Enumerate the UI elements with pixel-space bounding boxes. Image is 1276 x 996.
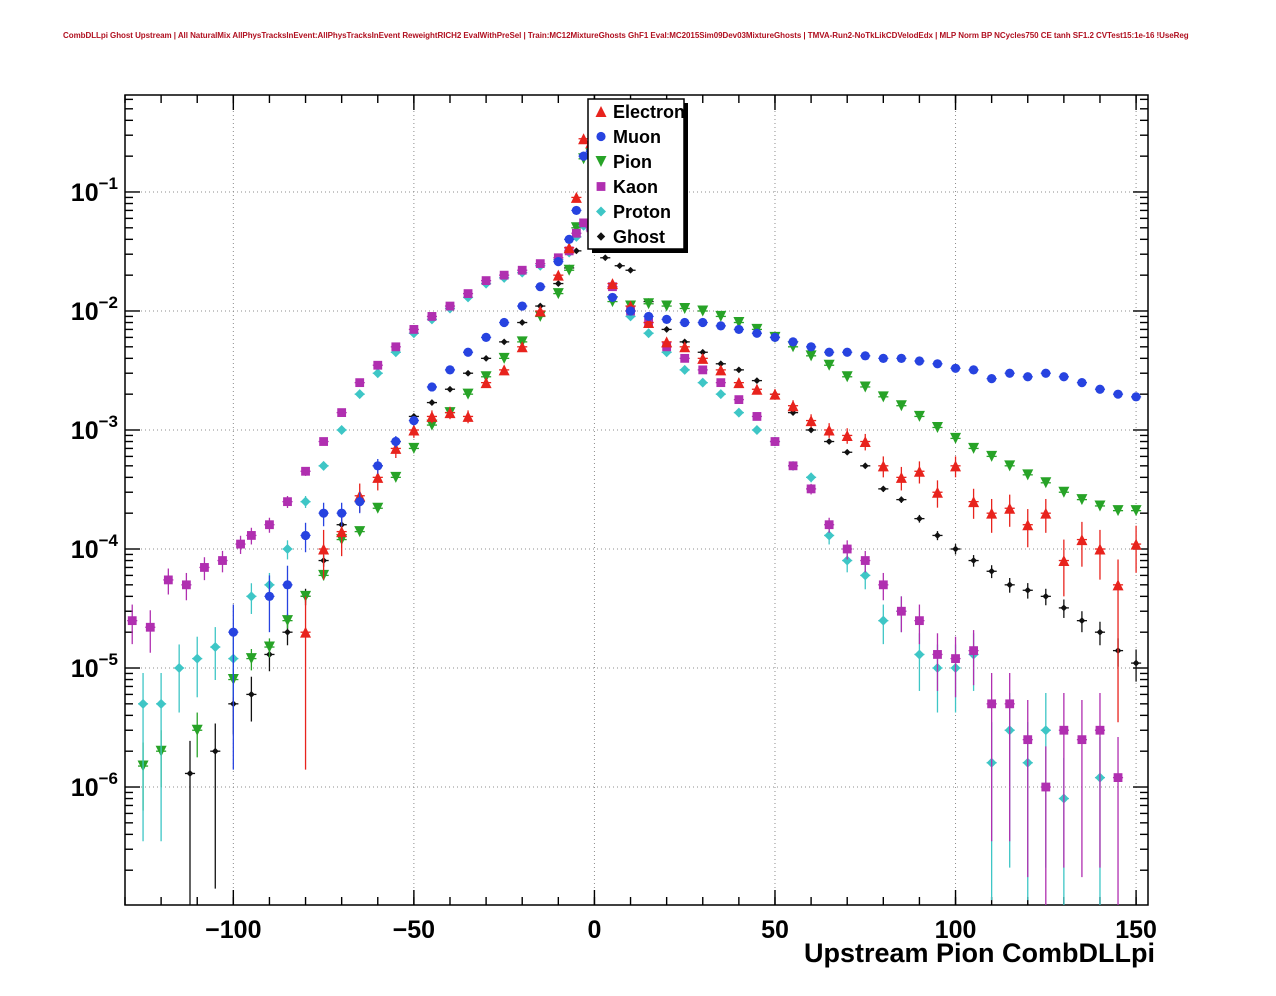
gridlines	[125, 95, 1148, 905]
legend-entry-electron: Electron	[595, 102, 685, 122]
series-proton	[137, 220, 1106, 905]
legend-entry-ghost: Ghost	[596, 227, 665, 247]
legend-label: Pion	[613, 152, 652, 172]
svg-text:−100: −100	[205, 916, 261, 944]
axis-ticks	[124, 95, 1148, 905]
legend-label: Ghost	[613, 227, 665, 247]
svg-text:10−1: 10−1	[71, 174, 118, 207]
svg-text:0: 0	[587, 916, 601, 944]
series-muon	[228, 146, 1142, 770]
legend-label: Muon	[613, 127, 661, 147]
legend-entry-muon: Muon	[596, 127, 661, 147]
legend-label: Kaon	[613, 177, 658, 197]
svg-text:10−4: 10−4	[71, 531, 119, 564]
kaon-marker-icon	[596, 182, 606, 191]
series-ghost	[184, 219, 1142, 905]
muon-marker-icon	[596, 131, 606, 142]
legend-entry-pion: Pion	[595, 152, 652, 172]
svg-text:50: 50	[761, 916, 789, 944]
plot-frame	[124, 94, 1149, 906]
svg-text:Upstream Pion CombDLLpi: Upstream Pion CombDLLpi	[804, 938, 1155, 968]
legend-label: Electron	[613, 102, 685, 122]
legend-entry-kaon: Kaon	[596, 177, 658, 197]
plot-title: CombDLLpi Ghost Upstream | All NaturalMi…	[63, 31, 1189, 40]
svg-text:−50: −50	[393, 916, 435, 944]
legend: Electron Muon Pion Kaon Proton Ghost	[587, 98, 688, 253]
legend-label: Proton	[613, 202, 671, 222]
svg-text:10−3: 10−3	[71, 412, 118, 445]
series-kaon	[127, 218, 1124, 905]
series-electron	[300, 133, 1142, 770]
svg-text:10−6: 10−6	[71, 769, 118, 802]
svg-text:10−5: 10−5	[71, 650, 118, 683]
pion-marker-icon	[595, 156, 607, 167]
svg-text:100: 100	[935, 916, 977, 944]
ghost-marker-icon	[596, 232, 606, 241]
x-axis-title: Upstream Pion CombDLLpi	[804, 938, 1155, 968]
proton-marker-icon	[596, 206, 606, 217]
y-axis-labels: 10−1 10−2 10−3 10−4 10−5 10−6	[71, 174, 119, 802]
legend-entry-proton: Proton	[596, 202, 671, 222]
electron-marker-icon	[595, 106, 607, 117]
x-axis-labels: −100 −50 0 50 100 150	[205, 916, 1157, 944]
svg-text:150: 150	[1115, 916, 1157, 944]
svg-text:10−2: 10−2	[71, 293, 118, 326]
